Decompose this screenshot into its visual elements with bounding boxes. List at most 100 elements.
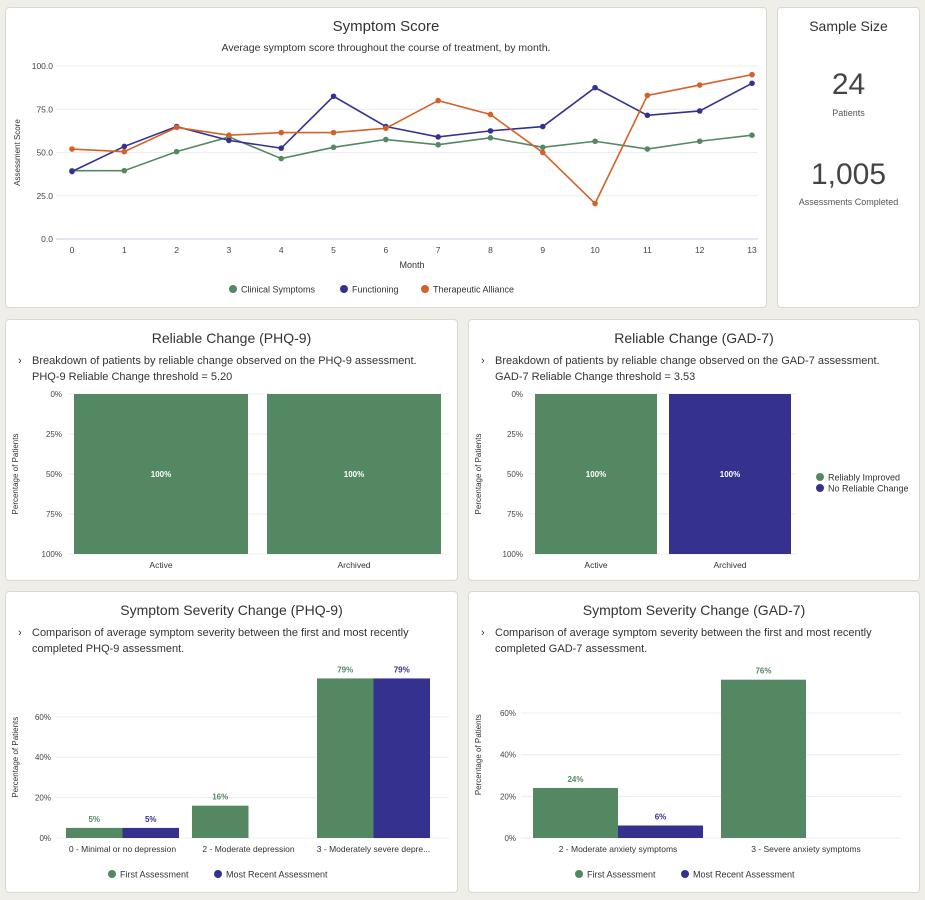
card-title: Sample Size bbox=[809, 18, 888, 34]
data-point bbox=[173, 148, 180, 155]
data-point bbox=[487, 134, 494, 141]
x-tick-label: Archived bbox=[337, 560, 370, 570]
data-point bbox=[435, 134, 441, 140]
assessments-count: 1,005 bbox=[810, 158, 887, 191]
legend-label: No Reliable Change bbox=[828, 484, 909, 494]
x-tick-label: 1 bbox=[122, 245, 127, 255]
legend-marker bbox=[816, 484, 824, 492]
data-point bbox=[121, 148, 128, 155]
x-axis-label: Month bbox=[399, 260, 424, 270]
y-tick-label: 60% bbox=[35, 713, 51, 722]
card-description[interactable]: › Comparison of average symptom severity … bbox=[481, 625, 899, 657]
legend-marker bbox=[681, 870, 689, 878]
x-tick-label: 11 bbox=[643, 245, 652, 255]
data-point bbox=[749, 71, 755, 78]
y-axis-label: Percentage of Patients bbox=[11, 434, 20, 515]
data-point bbox=[644, 92, 651, 99]
legend-marker bbox=[816, 473, 824, 481]
y-tick-label: 50% bbox=[46, 470, 62, 479]
severity-phq-card: Symptom Severity Change (PHQ-9) › Compari… bbox=[5, 591, 458, 893]
y-tick-label: 100% bbox=[503, 550, 523, 559]
x-tick-label: 2 bbox=[174, 245, 179, 255]
y-tick-label: 75.0 bbox=[36, 104, 53, 114]
assessments-label: Assessments Completed bbox=[798, 197, 899, 207]
card-description[interactable]: › Breakdown of patients by reliable chang… bbox=[18, 353, 437, 385]
x-tick-label: Archived bbox=[713, 560, 746, 570]
data-point bbox=[696, 82, 703, 88]
data-label: 24% bbox=[567, 775, 583, 784]
reliable-change-gad-card: Reliable Change (GAD-7) › Breakdown of pa… bbox=[468, 319, 920, 581]
y-tick-label: 50% bbox=[507, 470, 523, 479]
data-point bbox=[749, 80, 755, 87]
data-label: 6% bbox=[655, 813, 667, 822]
y-tick-label: 50.0 bbox=[36, 148, 53, 158]
y-tick-label: 100.0 bbox=[32, 61, 54, 71]
x-tick-label: 8 bbox=[488, 245, 493, 255]
legend-label: First Assessment bbox=[120, 870, 189, 880]
reliable-change-phq-card: Reliable Change (PHQ-9) › Breakdown of pa… bbox=[5, 319, 458, 581]
data-point bbox=[487, 111, 494, 118]
data-point bbox=[69, 168, 75, 175]
legend-label: Most Recent Assessment bbox=[226, 870, 328, 880]
x-tick-label: 0 bbox=[70, 245, 75, 255]
chevron-right-icon[interactable]: › bbox=[481, 355, 485, 367]
y-tick-label: 40% bbox=[35, 753, 51, 762]
y-tick-label: 25.0 bbox=[36, 191, 53, 201]
data-point bbox=[278, 145, 285, 151]
x-tick-label: 5 bbox=[331, 245, 336, 255]
card-description[interactable]: › Comparison of average symptom severity … bbox=[18, 625, 437, 657]
card-description[interactable]: › Breakdown of patients by reliable chang… bbox=[481, 353, 899, 385]
x-tick-label: 9 bbox=[540, 245, 545, 255]
legend-marker bbox=[214, 870, 222, 878]
data-point bbox=[435, 97, 441, 104]
bar-chart: 0% 20% 40% 60% Percentage of Patients 5% 5% 0 -… bbox=[11, 665, 449, 880]
data-point bbox=[226, 132, 232, 138]
data-label: 100% bbox=[344, 470, 364, 479]
x-tick-label: 3 bbox=[227, 245, 232, 255]
series-line-0 bbox=[72, 134, 753, 172]
bar-chart: 0% 25% 50% 75% 100% Percentage of Patients 100… bbox=[474, 390, 909, 570]
data-point bbox=[330, 129, 337, 136]
y-tick-label: 25% bbox=[507, 430, 523, 439]
data-point bbox=[644, 146, 651, 152]
card-subtitle: Average symptom score throughout the cou… bbox=[221, 42, 551, 54]
chevron-right-icon[interactable]: › bbox=[18, 627, 22, 639]
data-label: 16% bbox=[212, 793, 228, 802]
data-point bbox=[383, 136, 389, 143]
legend-marker bbox=[421, 285, 429, 293]
data-point bbox=[69, 146, 75, 152]
description-text: Comparison of average symptom severity b… bbox=[32, 627, 409, 655]
data-label: 100% bbox=[720, 470, 740, 479]
bar bbox=[618, 825, 703, 838]
x-tick-label: 3 - Moderately severe depre... bbox=[317, 844, 430, 854]
data-point bbox=[226, 137, 232, 144]
card-title: Symptom Severity Change (PHQ-9) bbox=[120, 602, 343, 618]
series-line-2 bbox=[71, 73, 753, 205]
bar bbox=[317, 678, 374, 838]
chevron-right-icon[interactable]: › bbox=[18, 355, 22, 367]
bar bbox=[122, 827, 179, 838]
legend-label: Therapeutic Alliance bbox=[433, 285, 514, 295]
x-tick-label: 7 bbox=[436, 245, 441, 255]
x-tick-label: Active bbox=[584, 560, 607, 570]
y-tick-label: 0% bbox=[504, 834, 516, 843]
y-tick-label: 0% bbox=[511, 390, 523, 399]
legend-label: Reliably Improved bbox=[828, 473, 900, 483]
data-point bbox=[749, 132, 755, 138]
y-axis-label: Assessment Score bbox=[13, 119, 22, 186]
data-point bbox=[696, 108, 703, 114]
y-tick-label: 20% bbox=[35, 794, 51, 803]
data-point bbox=[539, 149, 546, 156]
data-point bbox=[278, 155, 285, 162]
patients-label: Patients bbox=[832, 108, 865, 118]
bar bbox=[267, 394, 441, 554]
data-point bbox=[592, 200, 598, 207]
data-point bbox=[696, 138, 703, 145]
chevron-right-icon[interactable]: › bbox=[481, 627, 485, 639]
description-text: Breakdown of patients by reliable change… bbox=[495, 355, 880, 383]
bar bbox=[192, 805, 249, 838]
x-tick-label: 10 bbox=[590, 245, 600, 255]
bar bbox=[533, 788, 618, 838]
bar-chart: 0% 20% 40% 60% Percentage of Patients 24% 6% 2 … bbox=[474, 667, 901, 880]
y-axis-label: Percentage of Patients bbox=[474, 714, 483, 795]
